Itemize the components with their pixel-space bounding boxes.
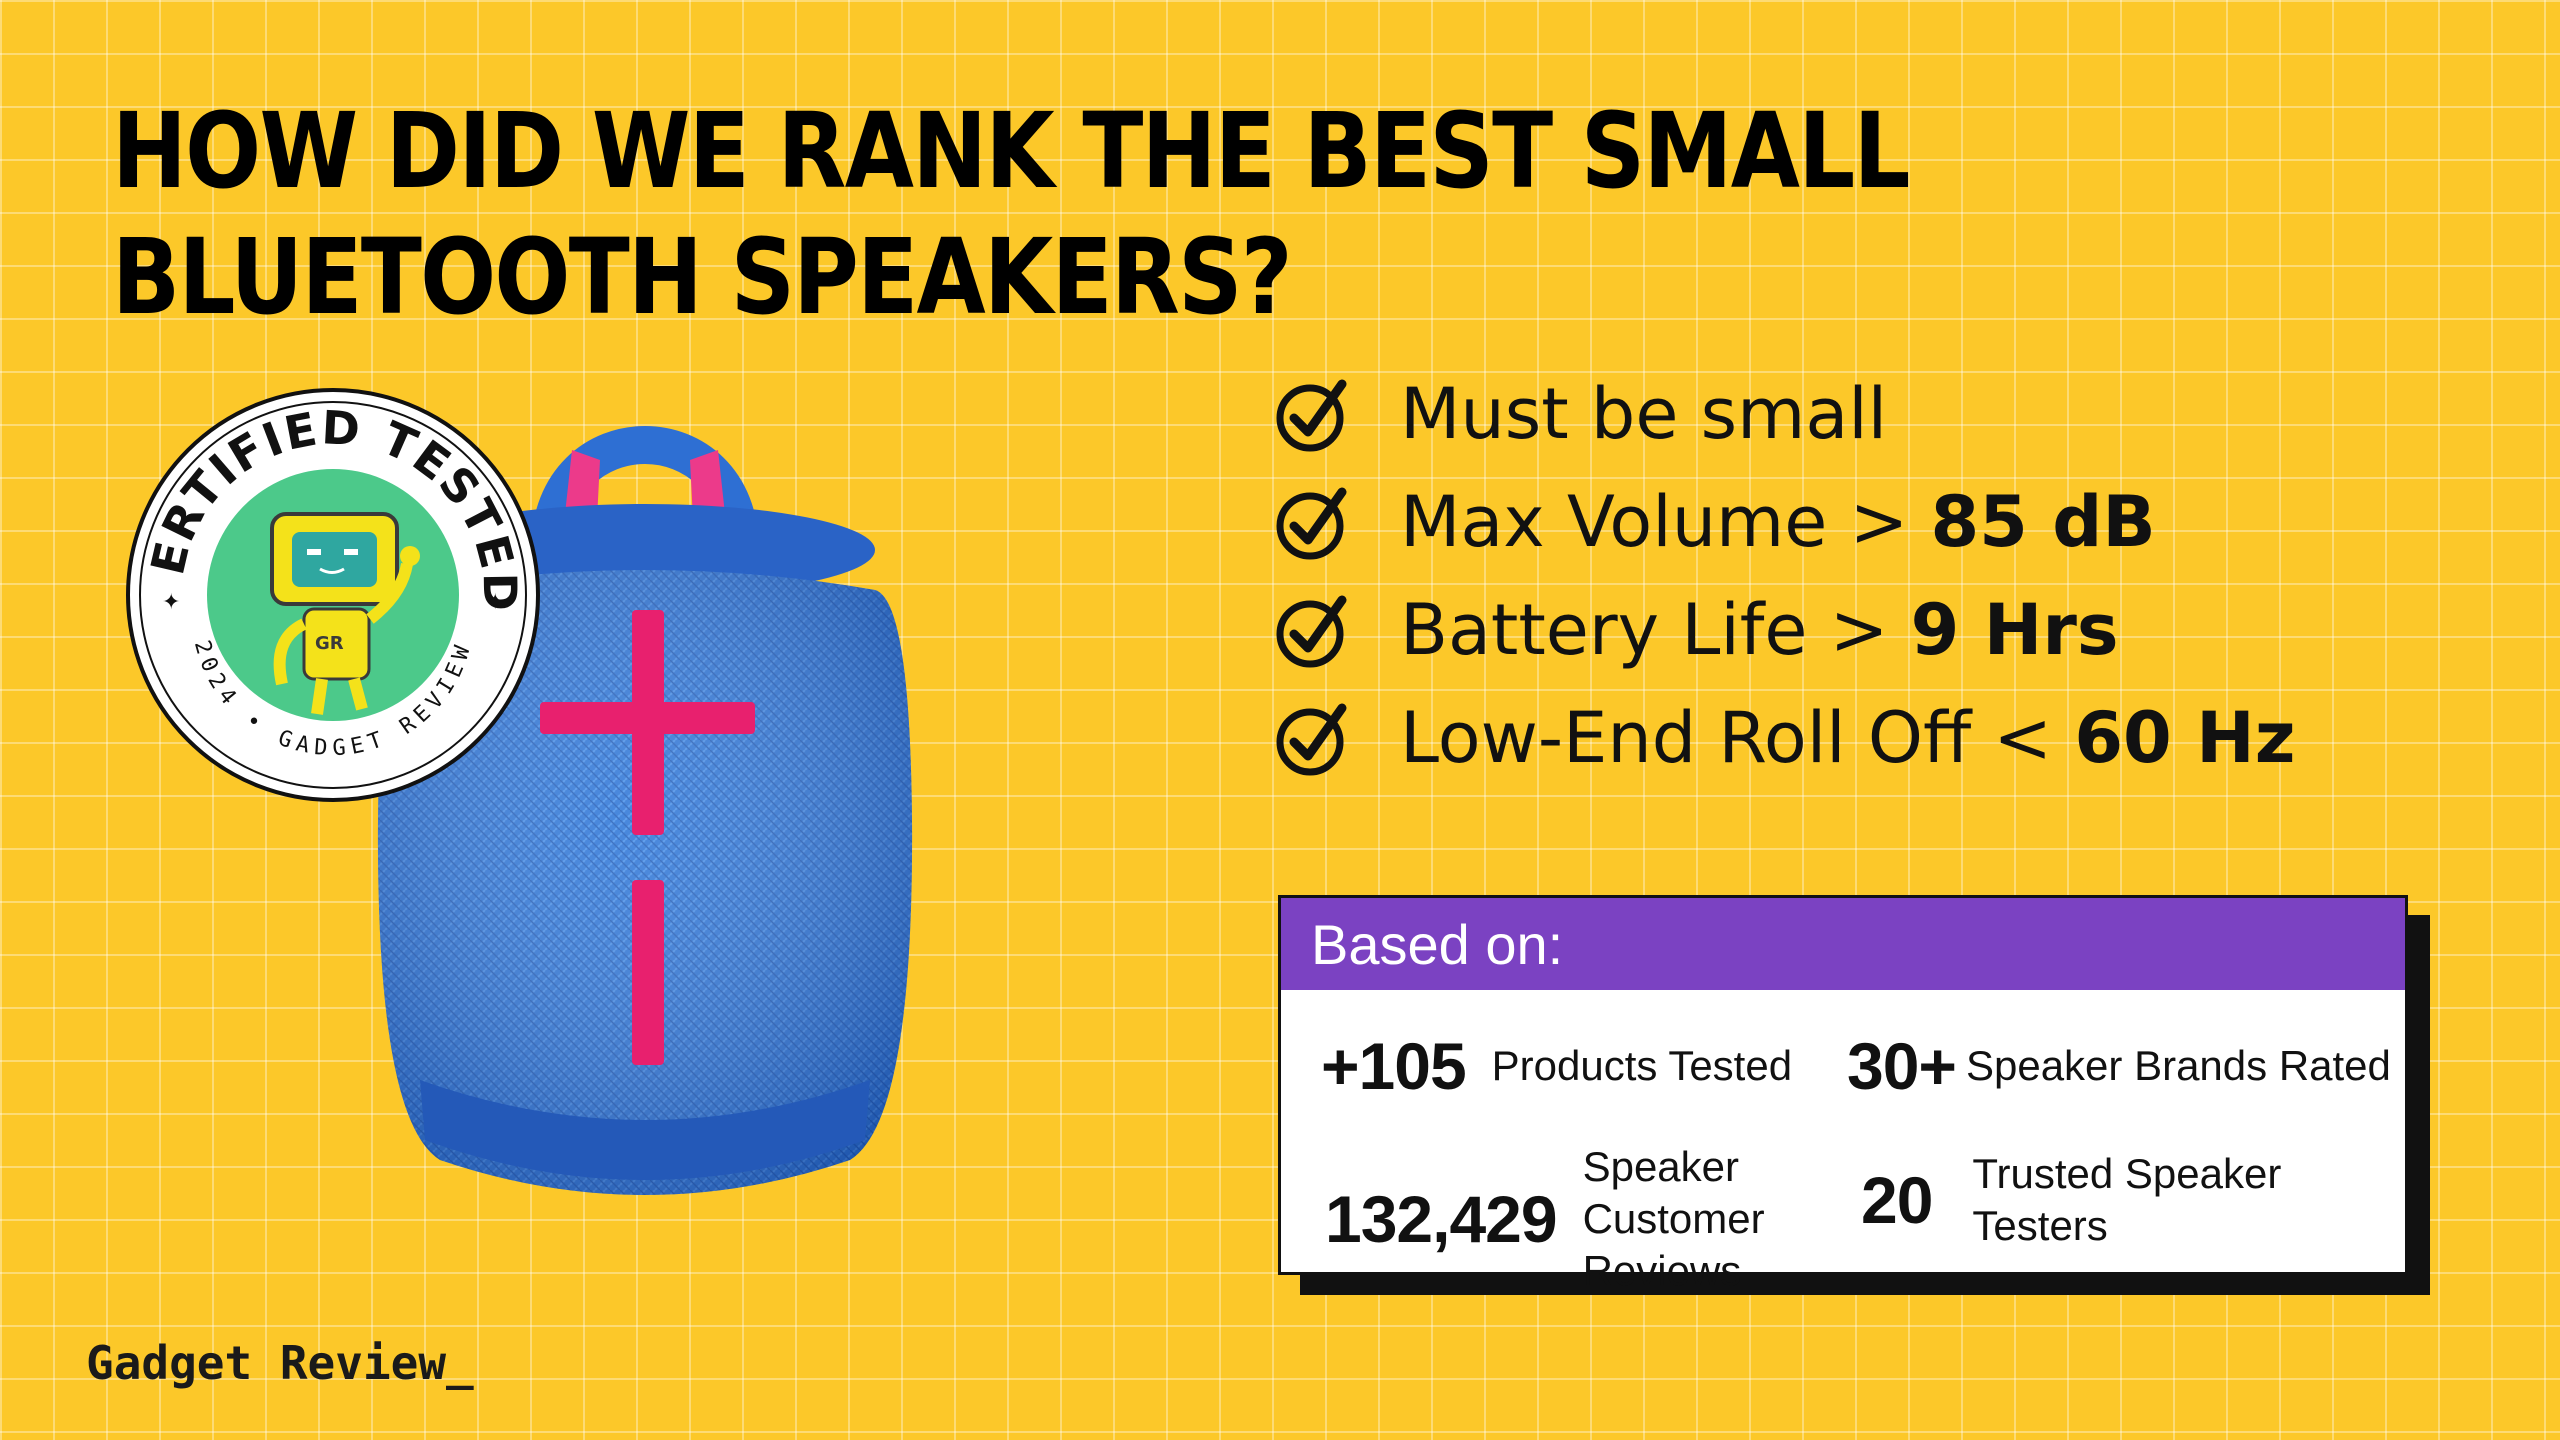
- certified-tested-badge: CERTIFIED TESTED 2024 • GADGET REVIEW ✦ …: [122, 384, 540, 802]
- criterion-text: Max Volume > 85 dB: [1400, 481, 2156, 563]
- svg-text:✦: ✦: [162, 589, 180, 614]
- card-heading: Based on:: [1281, 898, 2405, 990]
- check-circle-icon: [1276, 595, 1347, 668]
- criterion-item: Battery Life > 9 Hrs: [1272, 576, 2295, 684]
- stat-number: 132,429: [1325, 1182, 1558, 1256]
- svg-text:GR: GR: [315, 633, 344, 654]
- check-circle-icon: [1276, 379, 1347, 452]
- robot-icon: GR: [270, 512, 420, 715]
- stat-label: Speaker Brands Rated: [1965, 1042, 2391, 1089]
- stat-number: 20: [1861, 1163, 1933, 1237]
- page-title: HOW DID WE RANK THE BEST SMALL BLUETOOTH…: [112, 90, 1911, 338]
- stat-number: 30+: [1847, 1029, 1957, 1103]
- criterion-text: Must be small: [1400, 373, 1888, 455]
- criterion-item: Must be small: [1272, 360, 2295, 468]
- speaker-image: [377, 426, 913, 1195]
- criterion-item: Max Volume > 85 dB: [1272, 468, 2295, 576]
- based-on-card: Based on: +105 Products Tested 30+ Speak…: [1278, 895, 2408, 1294]
- stat-item: +105 Products Tested: [1321, 1028, 1792, 1104]
- ranking-criteria-list: Must be small Max Volume > 85 dB Battery…: [1272, 360, 2295, 792]
- criterion-item: Low-End Roll Off < 60 Hz: [1272, 684, 2295, 792]
- check-circle-icon: [1276, 487, 1347, 560]
- stat-label: Speaker Customer Reviews: [1582, 1143, 1765, 1294]
- brand-logo[interactable]: Gadget Review_: [86, 1336, 474, 1390]
- stat-label: Trusted Speaker Testers: [1972, 1150, 2282, 1249]
- stat-item: 132,429 Speaker Customer Reviews: [1325, 1141, 1863, 1297]
- stat-item: 30+ Speaker Brands Rated: [1847, 1028, 2391, 1104]
- stat-item: 20 Trusted Speaker Testers: [1861, 1148, 2405, 1252]
- criterion-text: Low-End Roll Off < 60 Hz: [1400, 697, 2296, 779]
- stat-label: Products Tested: [1491, 1042, 1793, 1089]
- check-circle-icon: [1276, 703, 1347, 776]
- svg-text:✦: ✦: [486, 589, 504, 614]
- criterion-text: Battery Life > 9 Hrs: [1400, 589, 2119, 671]
- stat-number: +105: [1321, 1029, 1467, 1103]
